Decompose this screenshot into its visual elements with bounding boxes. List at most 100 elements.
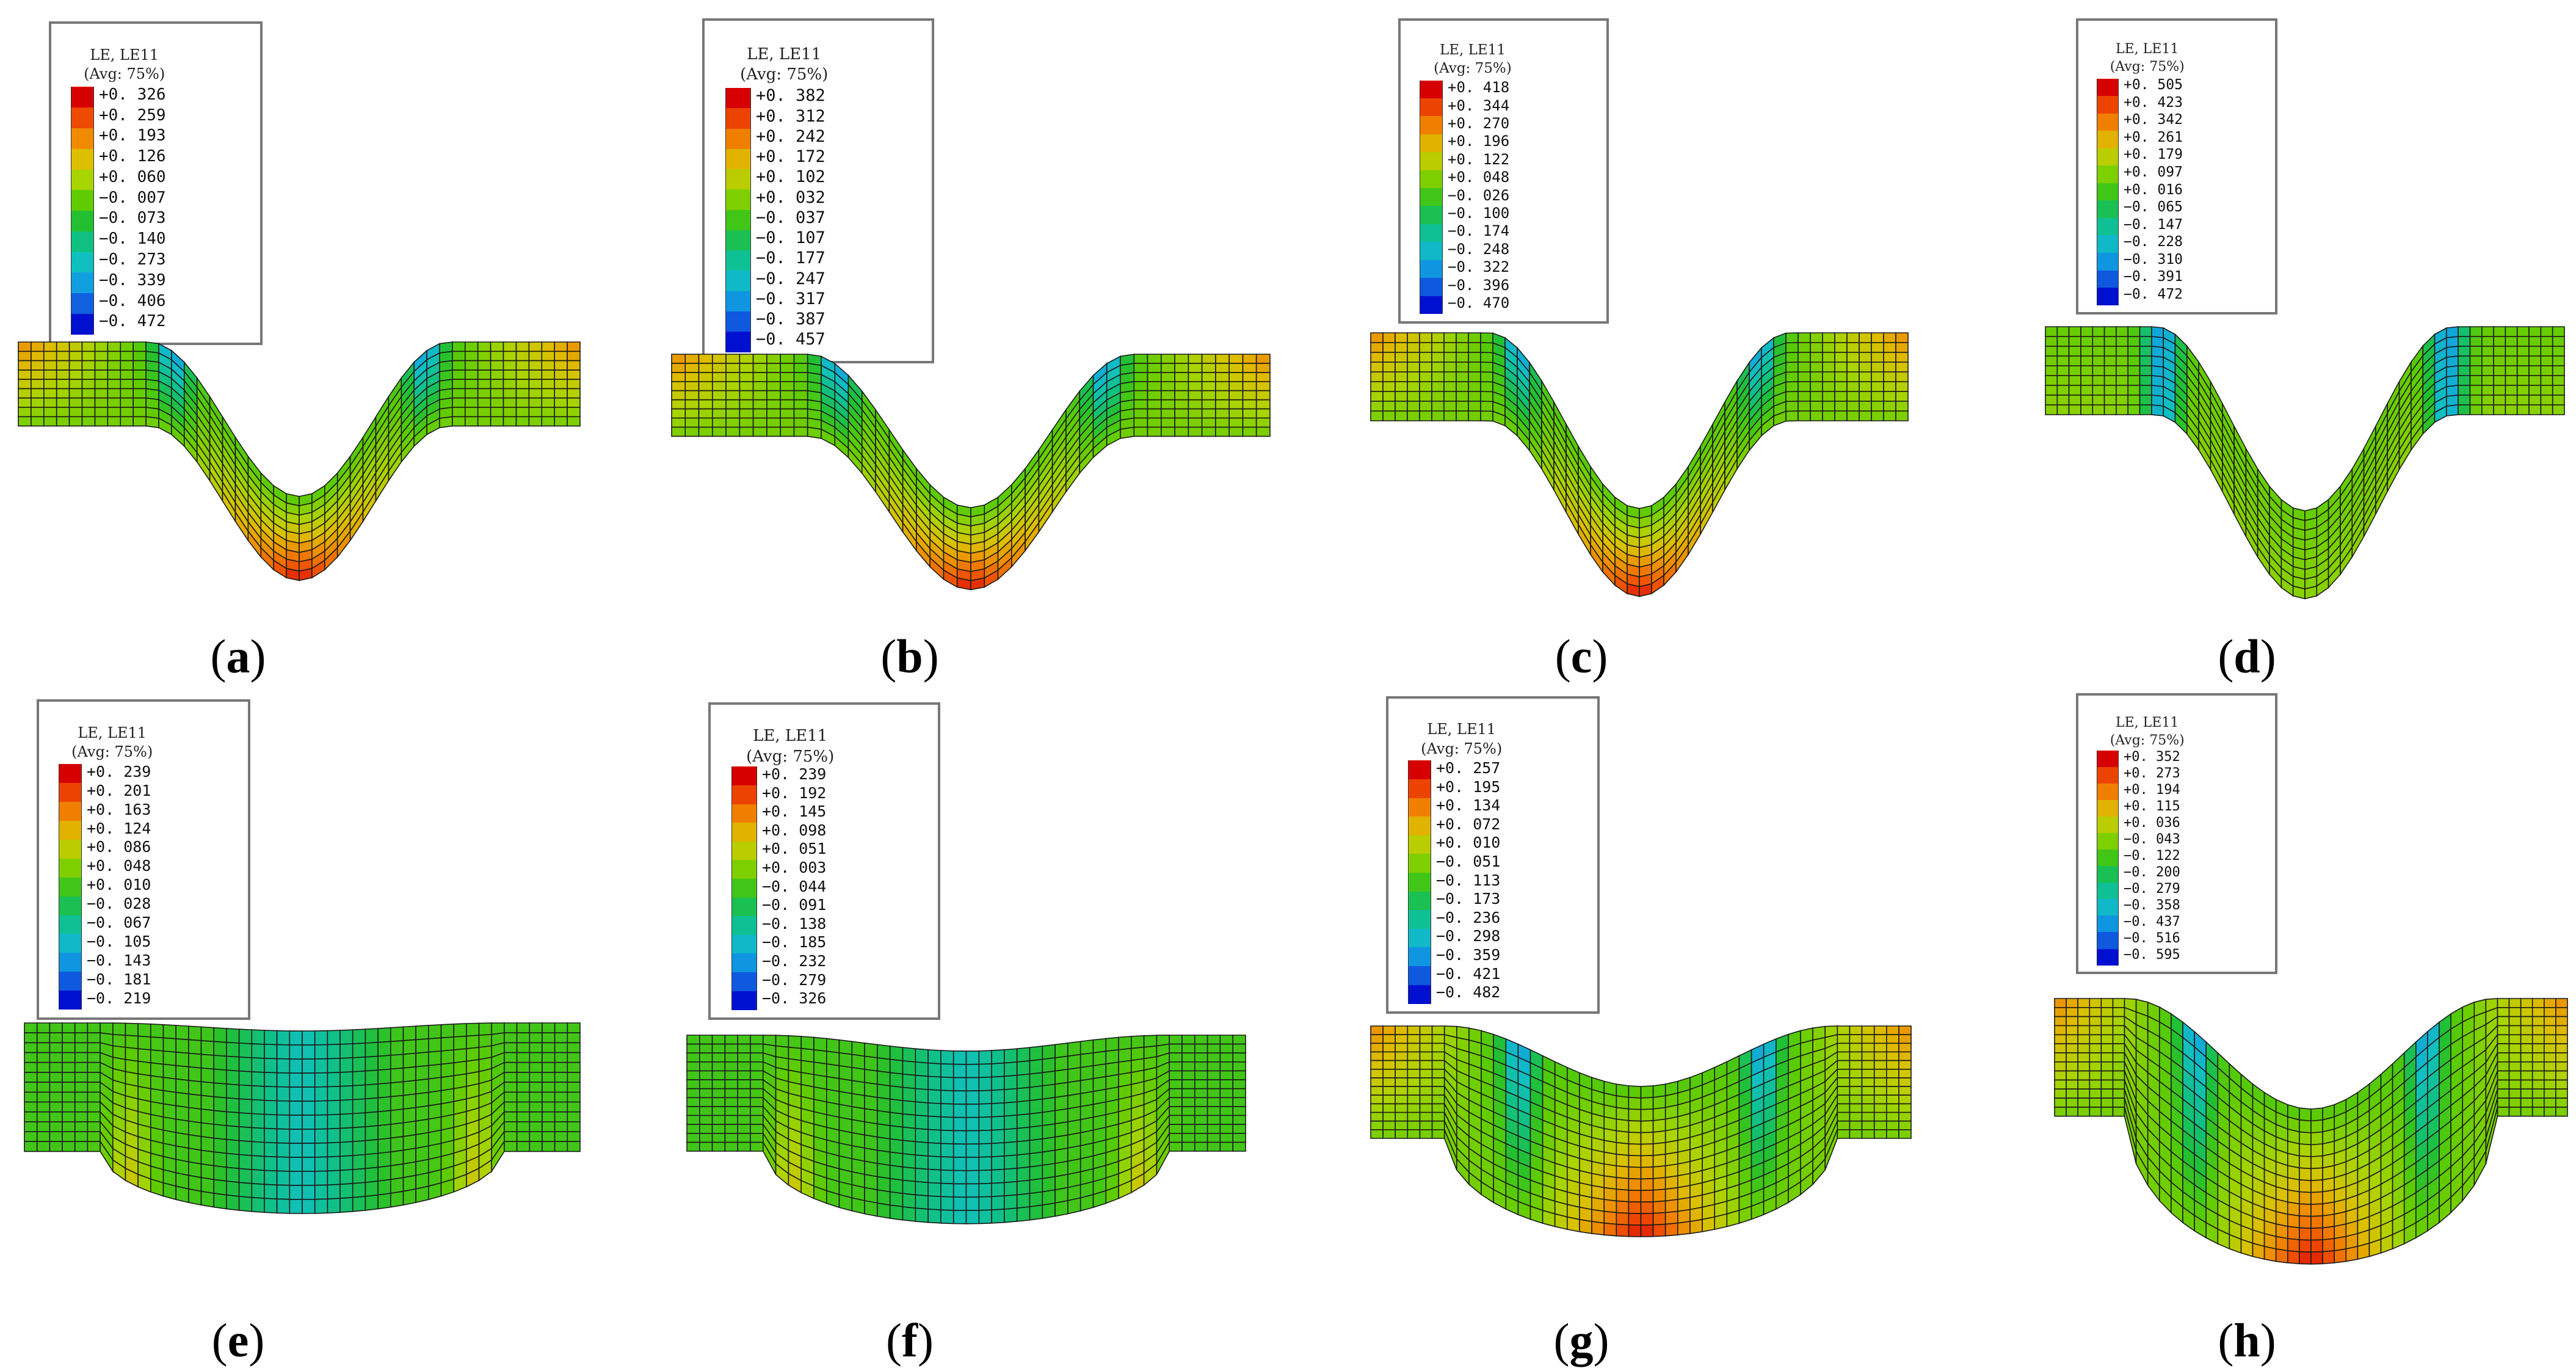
legend-color-swatch: [70, 314, 94, 335]
mesh-element: [2520, 1061, 2533, 1072]
mesh-element: [2077, 1079, 2091, 1090]
legend-color-swatch: [725, 271, 751, 292]
mesh-element: [2543, 1043, 2556, 1053]
legend-color-swatch: [70, 211, 94, 232]
mesh-element: [2543, 1107, 2556, 1117]
mesh-element: [2508, 1025, 2522, 1036]
mesh-element: [2310, 1191, 2323, 1205]
mesh-element: [2054, 1052, 2067, 1063]
mesh-element: [2508, 1107, 2522, 1117]
mesh-element: [2089, 1070, 2102, 1081]
mesh-element: [2520, 1079, 2533, 1090]
mesh-element: [2066, 1043, 2078, 1053]
mesh-element: [2100, 1043, 2114, 1053]
mesh-element: [2531, 1025, 2545, 1036]
mesh-element: [2054, 1043, 2067, 1053]
panel-caption-a: (a): [177, 629, 299, 684]
mesh-element: [2252, 1242, 2265, 1260]
mesh-element: [2054, 1025, 2067, 1036]
mesh-element: [2112, 1016, 2125, 1027]
mesh-element: [2077, 1088, 2091, 1099]
mesh-element: [2077, 1016, 2091, 1027]
mesh-element: [2543, 1052, 2556, 1063]
mesh-element: [2531, 1052, 2545, 1063]
legend-title: LE, LE11: [90, 46, 159, 64]
mesh-element: [2322, 1201, 2335, 1217]
mesh-element: [2497, 1061, 2510, 1072]
mesh-element: [2555, 1007, 2568, 1017]
legend-value-label: +0. 326: [99, 85, 166, 104]
mesh-element: [2543, 1034, 2556, 1044]
mesh-element: [2520, 1107, 2533, 1117]
mesh-element: [2077, 1097, 2091, 1108]
mesh-element: [2531, 1107, 2545, 1117]
mesh-element: [2066, 1061, 2078, 1072]
mesh-element: [2497, 1097, 2510, 1108]
mesh-element: [2508, 1070, 2522, 1081]
mesh-element: [2310, 1119, 2323, 1133]
mesh-element: [2334, 1235, 2347, 1251]
legend-value-label: −0. 073: [99, 209, 166, 228]
caption-paren-close: ): [250, 630, 266, 683]
mesh-element: [2299, 1155, 2312, 1170]
mesh-element: [2520, 1052, 2533, 1063]
mesh-element: [2531, 998, 2545, 1008]
mesh-element: [2345, 1245, 2359, 1262]
mesh-element: [2066, 1097, 2078, 1108]
mesh-element: [2299, 1239, 2312, 1253]
mesh-element: [2077, 1061, 2091, 1072]
mesh-element: [2555, 1070, 2568, 1081]
legend-value-label: −0. 387: [756, 310, 825, 329]
mesh-element: [2520, 1025, 2533, 1036]
legend-color-swatch: [70, 190, 94, 211]
mesh-element: [2054, 1097, 2067, 1108]
mesh-element: [2543, 1025, 2556, 1036]
legend-value-label: +0. 102: [756, 167, 825, 187]
legend-color-swatch: [70, 252, 94, 273]
mesh-element: [2508, 1034, 2522, 1044]
mesh-element: [2531, 1079, 2545, 1090]
legend-value-label: −0. 472: [99, 312, 166, 331]
mesh-element: [2299, 1179, 2312, 1193]
caption-paren-open: (: [2218, 1314, 2234, 1367]
legend-color-swatch: [70, 87, 94, 108]
panel-caption-h: (h): [2186, 1313, 2308, 1368]
mesh-element: [2100, 1025, 2114, 1036]
mesh-element: [2089, 1052, 2102, 1063]
mesh-element: [2299, 1131, 2312, 1146]
mesh-element: [2263, 1245, 2277, 1262]
mesh-element: [2555, 1016, 2568, 1027]
legend-value-label: −0. 107: [756, 228, 825, 248]
legend-value-label: +0. 126: [99, 147, 166, 166]
mesh-element: [2497, 1079, 2510, 1090]
legend-value-label: −0. 273: [99, 250, 166, 269]
mesh-element: [2520, 1007, 2533, 1017]
mesh-element: [2089, 998, 2102, 1008]
mesh-element: [2508, 1016, 2522, 1027]
mesh-element: [2310, 1179, 2323, 1193]
mesh-element: [2112, 1070, 2125, 1081]
caption-paren-close: ): [2260, 1314, 2276, 1367]
mesh-element: [2310, 1107, 2323, 1122]
mesh-element: [2555, 1107, 2568, 1117]
mesh-element: [2310, 1239, 2323, 1253]
mesh-element: [2508, 1079, 2522, 1090]
mesh-element: [2543, 1097, 2556, 1108]
mesh-element: [2543, 1079, 2556, 1090]
mesh-element: [2508, 1052, 2522, 1063]
mesh-element: [2077, 1070, 2091, 1081]
mesh-element: [2089, 1107, 2102, 1117]
mesh-element: [2077, 1007, 2091, 1017]
mesh-element: [2077, 998, 2091, 1008]
mesh-element: [2089, 1088, 2102, 1099]
mesh-element: [2100, 1079, 2114, 1090]
mesh-element: [2555, 1079, 2568, 1090]
legend-value-label: +0. 193: [99, 126, 166, 145]
legend-value-label: −0. 140: [99, 230, 166, 249]
mesh-element: [2100, 1061, 2114, 1072]
mesh-element: [2543, 1070, 2556, 1081]
mesh-element: [2066, 1052, 2078, 1063]
mesh-element: [2299, 1119, 2312, 1133]
mesh-element: [2287, 1189, 2300, 1205]
mesh-element: [2497, 1107, 2510, 1117]
